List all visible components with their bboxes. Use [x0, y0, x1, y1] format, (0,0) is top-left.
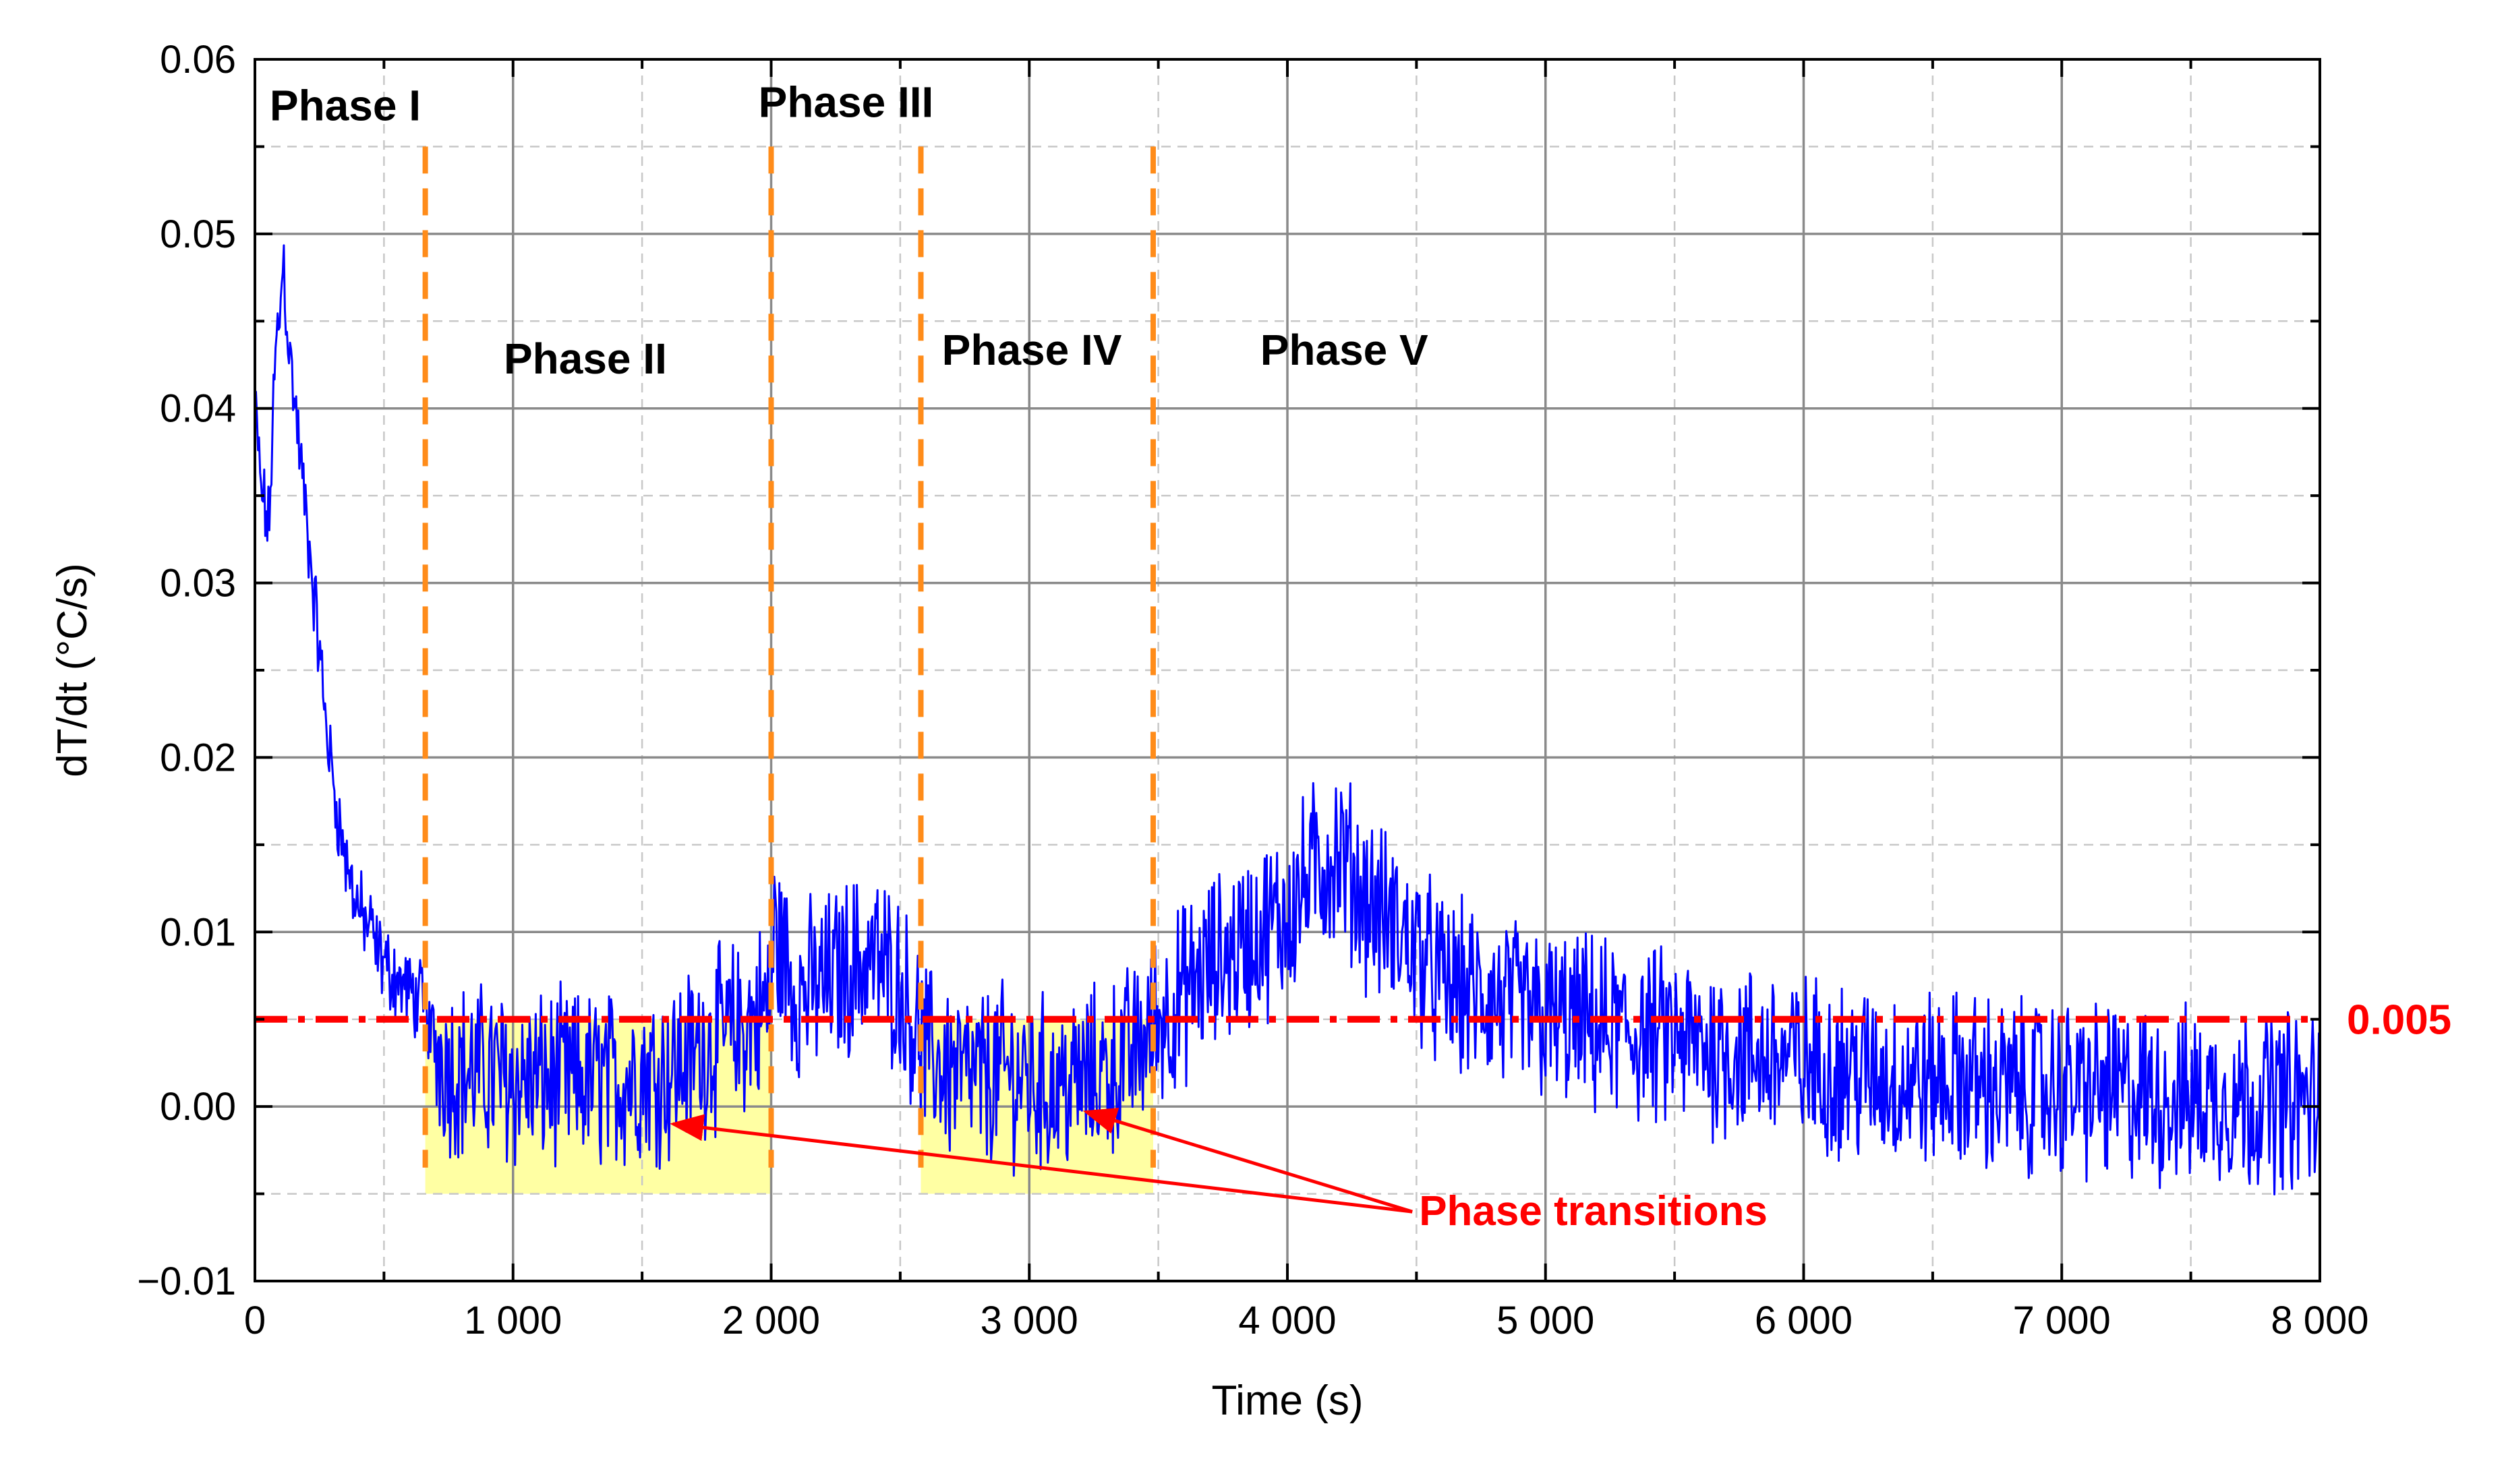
phase-label-5: Phase V	[1260, 326, 1428, 374]
phase-boundaries	[422, 146, 1156, 1168]
phase-transitions-label: Phase transitions	[1419, 1188, 1768, 1235]
phase-label-3: Phase III	[759, 78, 934, 126]
x-tick-label: 0	[244, 1299, 266, 1342]
reference-line-label: 0.005	[2347, 997, 2451, 1044]
series-group	[254, 244, 2321, 1195]
y-tick-label: 0.04	[160, 387, 236, 431]
tick-labels: 0 1 000 2 000 3 000 4 000 5 000 6 000 7 000 8 00…	[137, 38, 2368, 1342]
phase-label-2: Phase II	[504, 334, 667, 383]
x-tick-label: 8 000	[2271, 1299, 2368, 1342]
y-axis-title: dT/dt (°C/s)	[49, 563, 96, 777]
axis-ticks	[254, 58, 2321, 1282]
annotation-arrow-1	[670, 1114, 1413, 1214]
annotation-arrow-2	[1082, 1107, 1413, 1214]
y-tick-label: 0.00	[160, 1085, 236, 1129]
x-tick-label: 2 000	[722, 1299, 820, 1342]
phase-label-1: Phase I	[270, 82, 421, 130]
x-tick-label: 3 000	[981, 1299, 1078, 1342]
annotations: Phase I Phase II Phase III Phase IV Phase V	[270, 78, 1428, 1214]
y-tick-label: 0.05	[160, 212, 236, 256]
phase-label-4: Phase IV	[942, 326, 1122, 374]
x-tick-label: 1 000	[464, 1299, 562, 1342]
x-tick-label: 4 000	[1238, 1299, 1336, 1342]
x-tick-label: 7 000	[2013, 1299, 2111, 1342]
series-line-1	[254, 244, 2321, 1195]
x-tick-label: 5 000	[1496, 1299, 1594, 1342]
y-tick-label: 0.01	[160, 910, 236, 954]
x-axis-title: Time (s)	[1212, 1377, 1364, 1424]
y-tick-label: −0.01	[137, 1259, 236, 1303]
y-tick-label: 0.02	[160, 736, 236, 779]
y-tick-label: 0.06	[160, 38, 236, 82]
y-tick-label: 0.03	[160, 562, 236, 605]
x-tick-label: 6 000	[1755, 1299, 1853, 1342]
